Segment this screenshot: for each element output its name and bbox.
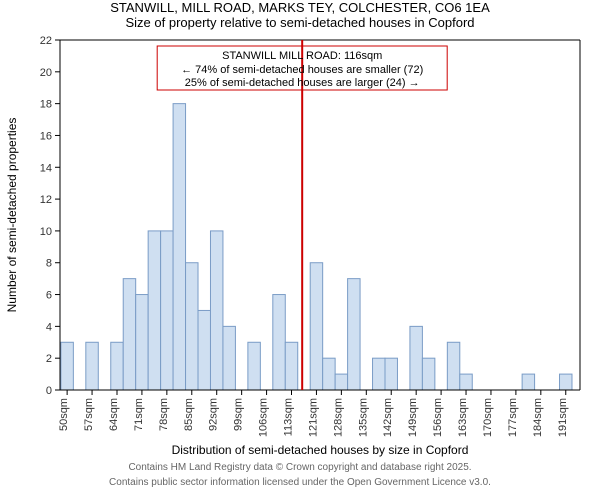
y-tick-label: 12 bbox=[40, 194, 52, 206]
histogram-bar bbox=[460, 374, 472, 390]
y-tick-label: 20 bbox=[40, 67, 52, 79]
histogram-bar bbox=[285, 342, 297, 390]
x-tick-label: 78sqm bbox=[158, 398, 170, 431]
x-tick-label: 121sqm bbox=[307, 398, 319, 437]
callout-line-2: ← 74% of semi-detached houses are smalle… bbox=[181, 64, 423, 76]
histogram-bar bbox=[273, 295, 285, 390]
y-tick-label: 16 bbox=[40, 130, 52, 142]
x-tick-label: 113sqm bbox=[283, 398, 295, 436]
x-tick-label: 156sqm bbox=[432, 398, 444, 437]
histogram-bar bbox=[198, 310, 210, 390]
y-axis-label: Number of semi-detached properties bbox=[5, 118, 19, 313]
x-tick-label: 92sqm bbox=[208, 398, 220, 431]
histogram-bar bbox=[560, 374, 572, 390]
x-tick-label: 57sqm bbox=[83, 398, 95, 431]
y-tick-label: 4 bbox=[46, 321, 52, 333]
histogram-bar bbox=[310, 263, 322, 390]
histogram-bar bbox=[385, 358, 397, 390]
histogram-bar bbox=[111, 342, 123, 390]
y-tick-label: 14 bbox=[40, 162, 52, 174]
y-tick-label: 6 bbox=[46, 290, 52, 302]
x-tick-label: 64sqm bbox=[108, 398, 120, 431]
x-tick-label: 50sqm bbox=[58, 398, 70, 431]
histogram-bar bbox=[248, 342, 260, 390]
histogram-bar bbox=[447, 342, 459, 390]
x-tick-label: 106sqm bbox=[258, 398, 270, 437]
y-tick-label: 10 bbox=[40, 226, 52, 238]
x-tick-label: 149sqm bbox=[407, 398, 419, 437]
histogram-bar bbox=[422, 358, 434, 390]
histogram-bar bbox=[335, 374, 347, 390]
histogram-bar bbox=[136, 295, 148, 390]
histogram-bar bbox=[210, 231, 222, 390]
x-tick-label: 163sqm bbox=[457, 398, 469, 437]
histogram-bar bbox=[323, 358, 335, 390]
x-tick-label: 170sqm bbox=[482, 398, 494, 437]
histogram-bar bbox=[148, 231, 160, 390]
y-tick-label: 18 bbox=[40, 99, 52, 111]
page-title: STANWILL, MILL ROAD, MARKS TEY, COLCHEST… bbox=[0, 0, 600, 15]
histogram-bar bbox=[86, 342, 98, 390]
histogram-bar bbox=[373, 358, 385, 390]
x-tick-label: 128sqm bbox=[332, 398, 344, 437]
x-tick-label: 142sqm bbox=[382, 398, 394, 437]
callout-line-1: STANWILL MILL ROAD: 116sqm bbox=[222, 50, 382, 62]
x-tick-label: 71sqm bbox=[133, 398, 145, 431]
callout-line-3: 25% of semi-detached houses are larger (… bbox=[185, 77, 420, 89]
page-subtitle: Size of property relative to semi-detach… bbox=[0, 15, 600, 30]
histogram-bar bbox=[61, 342, 73, 390]
x-tick-label: 135sqm bbox=[357, 398, 369, 437]
y-tick-label: 22 bbox=[40, 35, 52, 47]
x-tick-label: 191sqm bbox=[557, 398, 569, 437]
x-tick-label: 184sqm bbox=[532, 398, 544, 437]
histogram-bar bbox=[186, 263, 198, 390]
histogram-bar bbox=[410, 326, 422, 390]
histogram-bar bbox=[348, 279, 360, 390]
y-tick-label: 2 bbox=[46, 353, 52, 365]
x-tick-label: 177sqm bbox=[507, 398, 519, 437]
y-tick-label: 0 bbox=[46, 385, 52, 397]
x-tick-label: 99sqm bbox=[233, 398, 245, 431]
footer-line-1: Contains HM Land Registry data © Crown c… bbox=[0, 460, 600, 475]
histogram-bar bbox=[123, 279, 135, 390]
x-axis-label: Distribution of semi-detached houses by … bbox=[172, 443, 469, 457]
footer-line-2: Contains public sector information licen… bbox=[0, 475, 600, 490]
histogram-bar bbox=[173, 104, 185, 390]
histogram-bar bbox=[161, 231, 173, 390]
y-tick-label: 8 bbox=[46, 258, 52, 270]
histogram-chart: 0 2 4 6 8 10 12 14 16 18 20 22 50sqm 57sqm 64sqm 71sqm 7… bbox=[0, 30, 600, 460]
histogram-bar bbox=[522, 374, 534, 390]
x-tick-label: 85sqm bbox=[183, 398, 195, 431]
histogram-bar bbox=[223, 326, 235, 390]
